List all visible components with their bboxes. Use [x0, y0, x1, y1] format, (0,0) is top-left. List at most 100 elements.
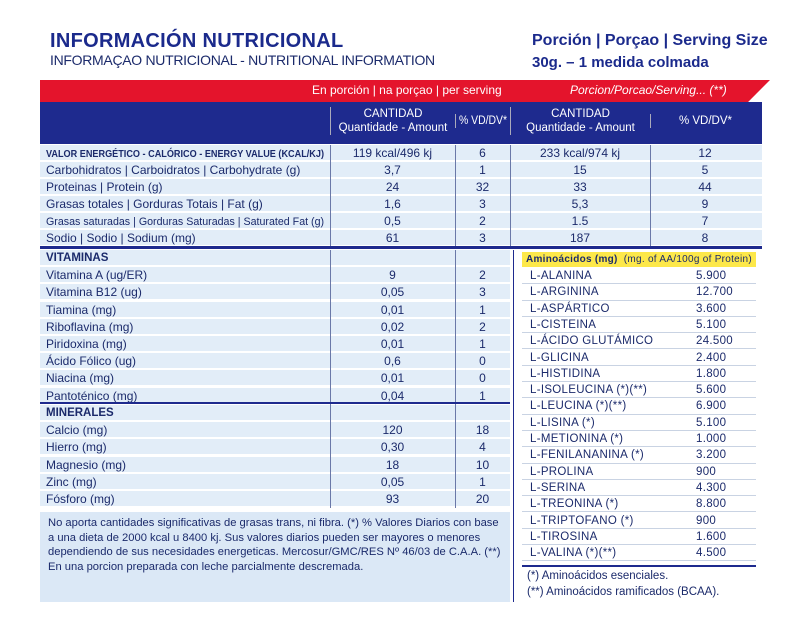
table-row: Carbohidratos | Carboidratos | Carbohydr… — [40, 162, 762, 178]
amino-table: L-ALANINA 5.900 L-ARGININA 12.700 L-ASPÁRTIC… — [522, 268, 756, 563]
nutrient-label: Magnesio (mg) — [46, 457, 127, 472]
table-row: Proteinas | Protein (g) 24 32 33 44 — [40, 179, 762, 195]
amino-row: L-SERINA 4.300 — [522, 480, 756, 497]
page-subtitle: INFORMAÇAO NUTRICIONAL - NUTRITIONAL INF… — [50, 52, 435, 68]
dv-header-label: % VD/DV* — [678, 115, 733, 127]
dv-header-2: % VD/DV* — [650, 114, 760, 128]
amount-per-serving: 3,7 — [384, 163, 401, 177]
amino-row: L-ALANINA 5.900 — [522, 268, 756, 285]
amino-row: L-LISINA (*) 5.100 — [522, 415, 756, 431]
amount-per-serving: 0,6 — [384, 354, 401, 369]
amino-row: L-CISTEINA 5.100 — [522, 317, 756, 334]
amount-per-serving: 93 — [385, 492, 400, 506]
nutrient-label: Zinc (mg) — [46, 474, 97, 489]
amount-prepared: 33 — [573, 180, 587, 194]
table-row: Sodio | Sodio | Sodium (mg) 61 3 187 8 — [40, 230, 762, 246]
amino-name: L-FENILANANINA (*) — [530, 449, 645, 462]
dv-prepared: 5 — [701, 163, 709, 177]
amount-prepared: 1.5 — [571, 214, 589, 228]
column-divider — [455, 145, 456, 247]
amino-value: 3.600 — [696, 302, 727, 315]
table-row: Niacina (mg) 0,01 0 — [40, 370, 510, 387]
amino-name: L-TREONINA (*) — [530, 498, 619, 511]
amount-per-serving: 0,01 — [380, 371, 405, 386]
dv-per-serving: 2 — [479, 319, 486, 334]
dv-per-serving: 3 — [479, 197, 486, 211]
table-row: Vitamina A (ug/ER) 9 2 — [40, 267, 510, 284]
table-row: Hierro (mg) 0,30 4 — [40, 439, 510, 456]
dv-per-serving: 6 — [479, 146, 486, 160]
amino-header: Aminoácidos (mg) (mg. of AA/100g of Prot… — [522, 252, 756, 267]
column-header: CANTIDAD Quantidade - Amount % VD/DV* CAN… — [40, 102, 762, 144]
dv-per-serving: 18 — [475, 423, 490, 438]
nutrient-label: Ácido Fólico (ug) — [46, 354, 137, 369]
nutrient-label-cell: Grasas totales | Gorduras Totais | Fat (… — [46, 196, 326, 212]
amino-value: 8.800 — [696, 498, 727, 511]
amino-row: L-LEUCINA (*)(**) 6.900 — [522, 398, 756, 415]
amount-per-serving: 0,01 — [380, 302, 405, 317]
nutrient-label: Vitamina B12 (ug) — [46, 285, 142, 300]
dv-per-serving: 0 — [479, 354, 486, 369]
page-title: INFORMACIÓN NUTRICIONAL — [50, 30, 344, 52]
amino-header-unit: (mg. of AA/100g of Protein) — [623, 253, 752, 265]
amino-name: L-VALINA (*)(**) — [530, 547, 617, 560]
amino-row: L-TRIPTOFANO (*) 900 — [522, 513, 756, 529]
amount-header-1: CANTIDAD Quantidade - Amount — [330, 107, 455, 135]
nutrient-label: Fósforo (mg) — [46, 492, 115, 506]
nutrient-label-cell: Vitamina A (ug/ER) — [46, 267, 326, 283]
nutrient-label-cell: Niacina (mg) — [46, 370, 326, 386]
nutrient-label: Grasas totales | Gorduras Totais | Fat (… — [46, 197, 263, 211]
amino-name: L-TRIPTOFANO (*) — [530, 514, 634, 527]
nutrient-label-cell: Tiamina (mg) — [46, 302, 326, 318]
amino-name: L-ISOLEUCINA (*)(**) — [530, 384, 648, 397]
serving-band: En porción | na porçao | per serving Por… — [40, 80, 770, 102]
amount-header-subtitle: Quantidade - Amount — [526, 122, 635, 134]
amount-per-serving: 120 — [382, 423, 403, 438]
amount-per-serving: 0,5 — [384, 214, 401, 228]
nutrient-label-cell: Riboflavina (mg) — [46, 319, 326, 335]
section-title: VITAMINAS — [46, 252, 109, 264]
table-row: Tiamina (mg) 0,01 1 — [40, 301, 510, 318]
amino-value: 3.200 — [696, 449, 727, 462]
amino-name: L-ALANINA — [530, 270, 593, 282]
amino-value: 900 — [696, 514, 717, 527]
nutrient-label-cell: Carbohidratos | Carboidratos | Carbohydr… — [46, 162, 326, 178]
amino-value: 900 — [696, 465, 717, 478]
table-row: Pantoténico (mg) 0,04 1 — [40, 387, 510, 404]
nutrient-label-cell: Magnesio (mg) — [46, 457, 326, 473]
amount-per-serving: 9 — [389, 268, 396, 283]
amino-value: 1.800 — [696, 367, 727, 380]
dv-per-serving: 0 — [479, 371, 486, 386]
amino-value: 2.400 — [696, 351, 727, 364]
nutrient-label: Calcio (mg) — [46, 423, 108, 438]
amino-name: L-TIROSINA — [530, 530, 598, 543]
nutrient-label: Vitamina A (ug/ER) — [46, 268, 148, 283]
amount-per-serving: 0,02 — [380, 319, 405, 334]
nutrient-label-cell: VALOR ENERGÉTICO - CALÓRICO - ENERGY VAL… — [46, 145, 326, 162]
amino-value: 4.300 — [696, 481, 727, 494]
amount-header-title: CANTIDAD — [363, 108, 423, 120]
nutrient-label: Piridoxina (mg) — [46, 337, 127, 351]
amount-header-title: CANTIDAD — [551, 108, 610, 120]
amino-row: L-VALINA (*)(**) 4.500 — [522, 545, 756, 562]
nutrient-label: Carbohidratos | Carboidratos | Carbohydr… — [46, 163, 301, 177]
amount-per-serving: 1,6 — [384, 197, 401, 211]
dv-per-serving: 1 — [479, 163, 486, 177]
nutrient-label-cell: Ácido Fólico (ug) — [46, 353, 326, 369]
section-header-row: MINERALES — [40, 405, 510, 421]
amino-row: L-TREONINA (*) 8.800 — [522, 496, 756, 513]
amino-value: 4.500 — [696, 547, 727, 560]
amino-name: L-SERINA — [530, 481, 586, 494]
nutrient-label: Riboflavina (mg) — [46, 319, 134, 334]
nutrient-label-cell: Fósforo (mg) — [46, 491, 326, 507]
amino-row: L-ISOLEUCINA (*)(**) 5.600 — [522, 382, 756, 399]
dv-prepared: 7 — [701, 214, 709, 228]
table-row: Fósforo (mg) 93 20 — [40, 491, 510, 507]
dv-per-serving: 3 — [479, 285, 486, 300]
amino-value: 5.100 — [696, 416, 727, 429]
column-divider — [330, 250, 331, 405]
nutrient-label-cell: Vitamina B12 (ug) — [46, 284, 326, 300]
serving-size-value: 30g. – 1 medida colmada — [532, 54, 709, 71]
amino-header-title: Aminoácidos (mg) — [526, 253, 618, 265]
nutrient-label: Tiamina (mg) — [46, 302, 117, 317]
